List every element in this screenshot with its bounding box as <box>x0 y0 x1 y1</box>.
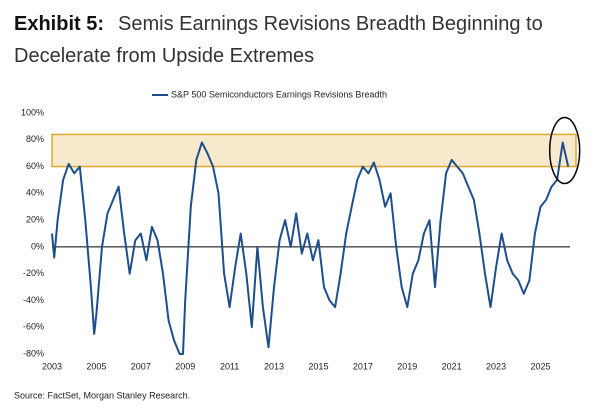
y-tick-label: 60% <box>26 161 44 171</box>
x-tick-label: 2011 <box>220 361 239 371</box>
x-tick-label: 2013 <box>264 361 284 371</box>
y-tick-label: -80% <box>23 348 44 358</box>
x-tick-label: 2005 <box>86 361 106 371</box>
title-block: Exhibit 5: Semis Earnings Revisions Bread… <box>14 8 574 72</box>
y-tick-label: 40% <box>26 188 44 198</box>
y-tick-label: -20% <box>23 268 44 278</box>
x-tick-label: 2023 <box>486 361 506 371</box>
x-tick-label: 2019 <box>397 361 417 371</box>
y-tick-label: 80% <box>26 134 44 144</box>
y-tick-label: 100% <box>21 107 44 117</box>
x-tick-label: 2007 <box>131 361 151 371</box>
legend-label: S&P 500 Semiconductors Earnings Revision… <box>171 89 387 99</box>
y-tick-label: -40% <box>23 295 44 305</box>
highlight-band <box>51 133 577 168</box>
x-tick-label: 2003 <box>42 361 62 371</box>
y-tick-label: 0% <box>31 241 44 251</box>
x-tick-label: 2025 <box>530 361 550 371</box>
exhibit-label: Exhibit 5: <box>14 13 105 35</box>
callout-ellipse <box>548 116 581 185</box>
source: Source: FactSet, Morgan Stanley Research… <box>14 390 190 400</box>
x-tick-label: 2015 <box>308 361 328 371</box>
y-tick-label: 20% <box>26 214 44 224</box>
y-tick-label: -60% <box>23 322 44 332</box>
x-tick-label: 2017 <box>353 361 373 371</box>
x-tick-label: 2021 <box>442 361 462 371</box>
x-tick-label: 2009 <box>175 361 195 371</box>
chart-title: Semis Earnings Revisions Breadth Beginni… <box>14 13 543 67</box>
series-line <box>51 141 570 355</box>
